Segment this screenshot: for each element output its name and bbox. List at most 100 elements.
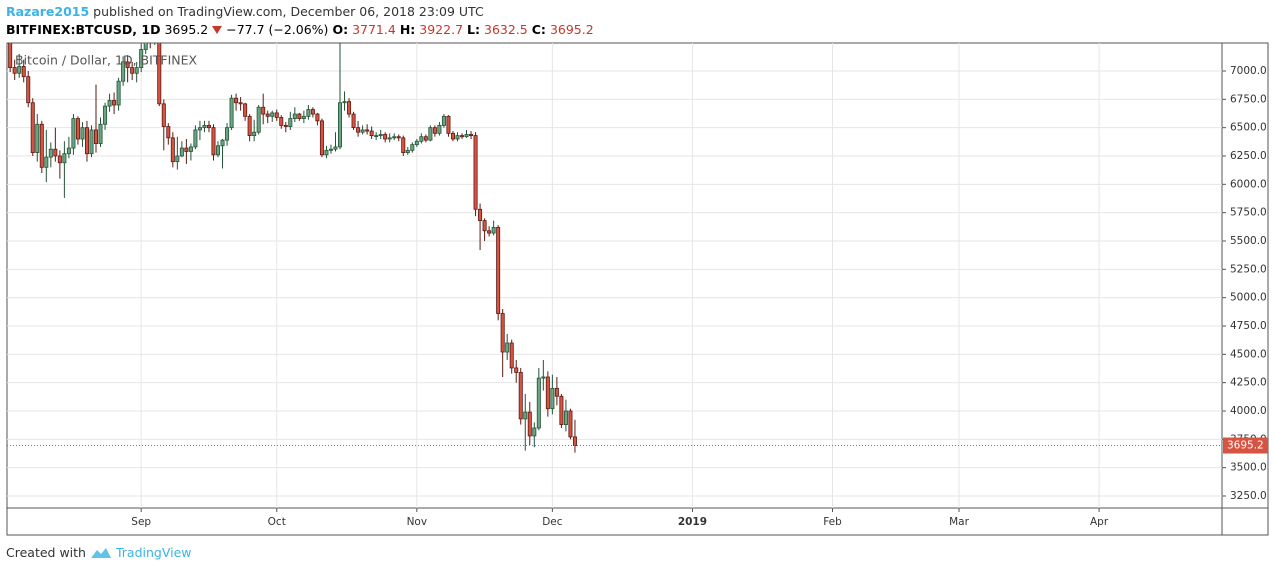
candle-body [306, 109, 311, 117]
candle-body [57, 155, 62, 164]
candle-body [274, 112, 279, 118]
candle-body [26, 76, 31, 104]
created-with: Created with [6, 545, 86, 560]
candle-body [428, 127, 433, 141]
o-label: O: [332, 22, 349, 37]
candle-body [238, 102, 243, 105]
symbol-line: BITFINEX:BTCUSD, 1D 3695.2 −77.7 (−2.06%… [6, 22, 594, 37]
candle-body [39, 123, 44, 168]
candle-body [197, 127, 202, 131]
candle-body [541, 376, 546, 379]
candle-body [121, 61, 126, 82]
y-tick-label: 5500.0 [1230, 235, 1267, 247]
candle-body [401, 137, 406, 153]
y-tick-label: 4500.0 [1230, 348, 1267, 360]
brand[interactable]: TradingView [115, 545, 192, 560]
candle-body [509, 342, 514, 369]
candle-body [473, 135, 478, 210]
axis-labels: 3250.03500.03750.04000.04250.04500.04750… [131, 65, 1268, 528]
open-value: 3771.4 [352, 22, 396, 37]
candle-body [374, 135, 379, 137]
y-tick-label: 4750.0 [1230, 320, 1267, 332]
candle-body [460, 135, 465, 138]
candle-body [252, 131, 257, 136]
candle-body [71, 118, 76, 149]
publish-line: Razare2015 published on TradingView.com,… [6, 4, 484, 19]
x-tick-label: Dec [542, 516, 563, 528]
last-price-tag [1223, 437, 1268, 454]
x-tick-label: Oct [268, 516, 286, 528]
candle-body [89, 129, 94, 155]
y-tick-label: 3250.0 [1230, 490, 1267, 502]
candle-body [94, 129, 99, 144]
l-label: L: [467, 22, 480, 37]
candle-body [229, 97, 234, 129]
candle-body [175, 155, 180, 163]
symbol: BITFINEX:BTCUSD, 1D [6, 22, 161, 37]
candle-body [563, 410, 568, 425]
candle-body [193, 129, 198, 148]
candle-body [414, 140, 419, 146]
candle-body [432, 127, 437, 134]
x-tick-label: Nov [407, 516, 428, 528]
candle-body [365, 129, 370, 132]
legend-title: Bitcoin / Dollar, 1D, BITFINEX [15, 53, 198, 68]
y-tick-label: 5000.0 [1230, 292, 1267, 304]
candle-body [360, 129, 365, 133]
candle-body [62, 153, 67, 164]
candle-body [455, 135, 460, 140]
candle-body [338, 102, 343, 148]
candle-body [441, 115, 446, 126]
candle-body [550, 387, 555, 410]
candle-body [161, 103, 166, 127]
candle-body [112, 100, 117, 106]
candle-body [84, 127, 89, 155]
candle-body [220, 139, 225, 147]
candle-body [153, 29, 156, 41]
x-tick-label: Feb [823, 516, 842, 528]
y-tick-label: 6750.0 [1230, 93, 1267, 105]
candle-body [265, 113, 270, 117]
candle-body [496, 226, 501, 314]
candle-body [554, 387, 559, 397]
candle-body [518, 372, 523, 420]
candle-body [139, 49, 144, 68]
author[interactable]: Razare2015 [6, 4, 90, 19]
candle-body [202, 124, 207, 129]
candle-body [211, 127, 216, 156]
candle-body [149, 39, 152, 41]
y-tick-label: 5250.0 [1230, 263, 1267, 275]
candle-body [188, 146, 193, 152]
candle-body [80, 127, 85, 140]
candle-body [419, 136, 424, 142]
candle-body [30, 102, 35, 153]
candle-body [514, 367, 519, 373]
candle-body [103, 105, 108, 125]
y-tick-label: 4000.0 [1230, 405, 1267, 417]
candle-body [8, 43, 13, 68]
chart: 3250.03500.03750.04000.04250.04500.04750… [6, 29, 1269, 536]
candle-body [487, 230, 492, 234]
candle-body [532, 427, 537, 437]
candle-body [396, 136, 401, 139]
candle-body [405, 149, 410, 153]
candle-body [464, 134, 469, 138]
candle-body [482, 220, 487, 232]
candle-body [568, 410, 573, 438]
candle-body [53, 148, 58, 157]
candle-body [35, 123, 40, 153]
y-tick-label: 6000.0 [1230, 178, 1267, 190]
footer: Created with TradingView [6, 545, 192, 560]
candle-body [48, 148, 53, 158]
candle-body [310, 109, 315, 115]
y-tick-label: 4250.0 [1230, 377, 1267, 389]
candle-body [478, 208, 483, 221]
high-value: 3922.7 [419, 22, 464, 37]
candle-body [523, 411, 528, 420]
candle-body [21, 66, 26, 78]
candle-body [369, 130, 374, 136]
candle-body [469, 134, 474, 136]
last-price: 3695.2 [164, 22, 209, 37]
close-value: 3695.2 [549, 22, 594, 37]
chart-frame [6, 42, 1269, 536]
